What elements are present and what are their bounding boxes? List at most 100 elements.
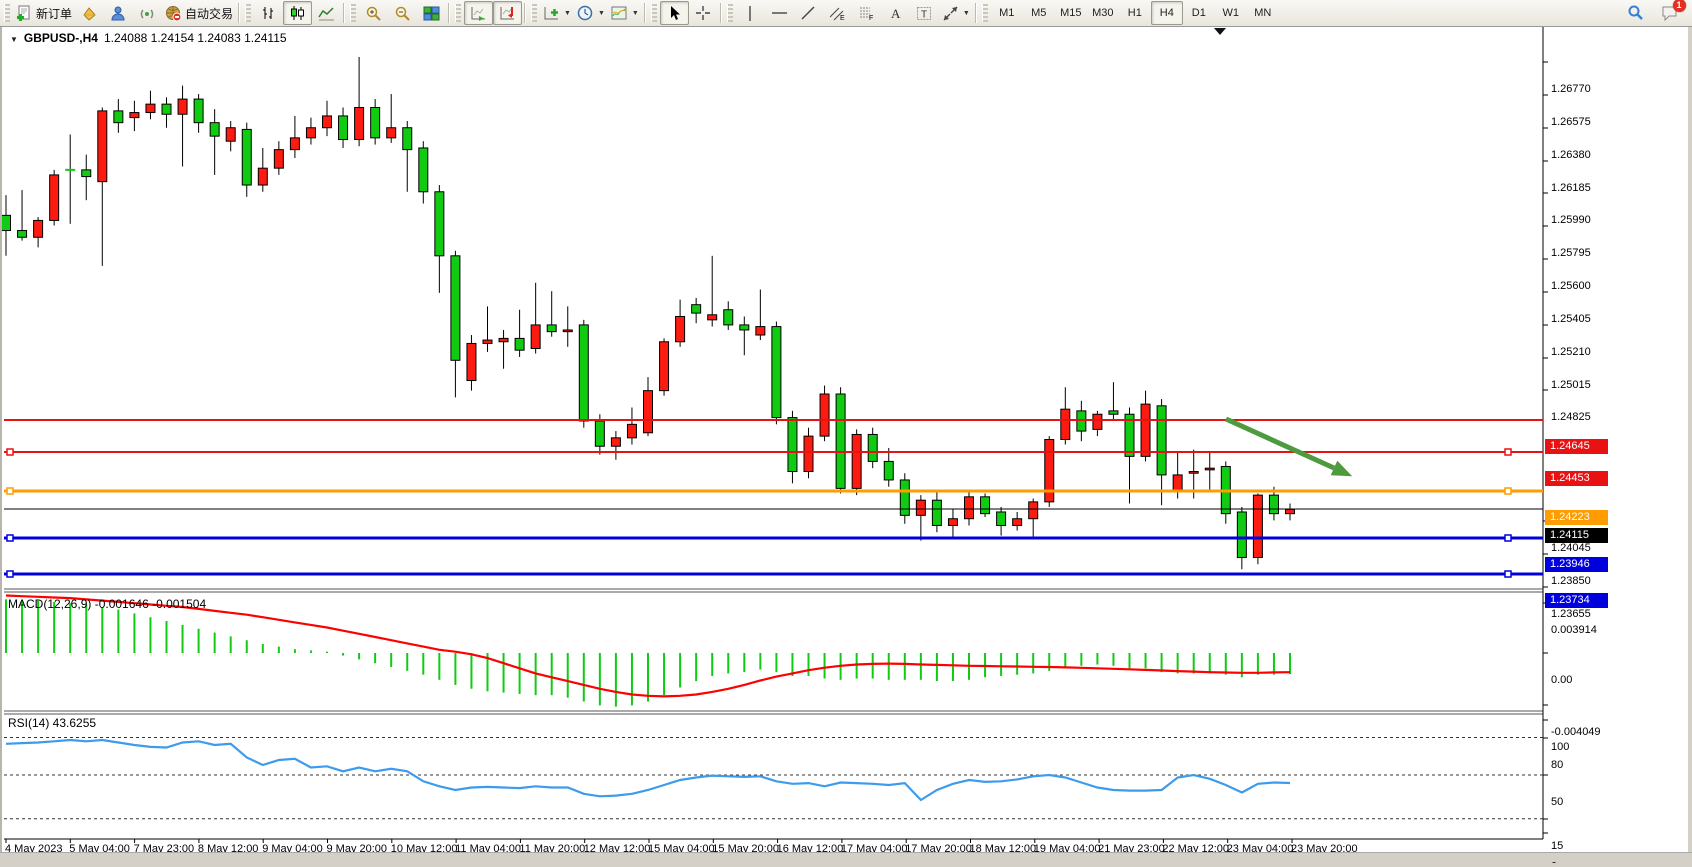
tf-h1[interactable]: H1: [1127, 7, 1142, 19]
indicators-button[interactable]: ▼: [540, 1, 574, 25]
cursor-button[interactable]: [659, 1, 689, 25]
zoom-out-icon: [394, 5, 411, 22]
window-bottom-edge: [0, 852, 1692, 862]
toolbar-right: 1: [1620, 0, 1692, 25]
fibo-icon: F: [858, 5, 875, 22]
horizontal-line-button[interactable]: [765, 1, 794, 25]
periods-button[interactable]: ▼: [574, 1, 608, 25]
zoom-in-button[interactable]: [359, 1, 388, 25]
text-button[interactable]: A: [881, 1, 910, 25]
price-line-badge: 1.23734: [1545, 593, 1608, 608]
crosshair-icon: [695, 5, 712, 22]
price-line-badge: 1.24223: [1545, 510, 1608, 525]
hline-icon: [771, 5, 788, 22]
market-watch-button[interactable]: [75, 1, 104, 25]
symbol-label: GBPUSD-,H4: [23, 31, 98, 45]
bar-chart-button[interactable]: [254, 1, 283, 25]
macd-panel: [5, 594, 1291, 707]
vline-icon: [742, 5, 759, 22]
price-tick-1.25600: 1.25600: [1551, 280, 1591, 292]
text-label-button[interactable]: T: [910, 1, 939, 25]
trendline-button[interactable]: [794, 1, 823, 25]
hline-1.24453[interactable]: [4, 448, 1543, 456]
candles: [2, 56, 1295, 570]
tf-m1[interactable]: M1: [999, 7, 1015, 19]
toolbar-separator: [448, 3, 450, 23]
price-tick-1.23655: 1.23655: [1551, 608, 1591, 620]
chat-button[interactable]: 1: [1655, 0, 1686, 25]
search-button[interactable]: [1620, 1, 1649, 25]
zoom-in-icon: [365, 5, 382, 22]
price-tick-1.25015: 1.25015: [1551, 379, 1591, 391]
tf-h4[interactable]: H4: [1150, 1, 1183, 25]
chevron-down-icon: ▼: [564, 9, 571, 17]
channel-icon: E: [829, 5, 846, 22]
svg-text:A: A: [891, 6, 901, 21]
tf-m5[interactable]: M5: [1031, 7, 1047, 19]
price-tick-1.25795: 1.25795: [1551, 247, 1591, 259]
toolbar-separator: [719, 3, 721, 23]
autotrade-icon: [165, 5, 182, 22]
tline-icon: [800, 5, 817, 22]
clock-icon: [577, 5, 594, 22]
tf-m30[interactable]: M30: [1092, 7, 1114, 19]
toolbar-grip: [531, 4, 538, 22]
shift-icon: [499, 5, 516, 22]
chevron-down-icon: ▼: [597, 9, 605, 17]
signals-button[interactable]: [133, 1, 162, 25]
line-handle: [6, 534, 14, 542]
toolbar-separator: [524, 3, 526, 23]
hline-1.23946[interactable]: [4, 534, 1543, 542]
rsi-tick-80: 80: [1551, 759, 1564, 771]
symbol-dropdown-icon[interactable]: [10, 31, 18, 45]
gold-icon: [81, 5, 98, 22]
line-handle: [1504, 570, 1512, 578]
trend-arrow[interactable]: [1224, 416, 1353, 477]
price-tick-1.24045: 1.24045: [1551, 542, 1591, 554]
bars-icon: [260, 5, 277, 22]
svg-text:T: T: [921, 9, 927, 20]
crosshair-button[interactable]: [689, 1, 718, 25]
labelT-icon: T: [916, 5, 933, 22]
hline-1.23734[interactable]: [4, 570, 1543, 578]
chevron-down-icon: ▼: [631, 9, 639, 17]
cursor-icon: [666, 5, 683, 22]
rsi-tick-15: 15: [1551, 840, 1564, 852]
rsi-tick-100: 100: [1551, 741, 1570, 753]
main-toolbar: 新订单 自动交易 ▼ ▼ ▼ E F A T ▼ M1 M5 M15 M30 H1 H4 D1 W1 MN 1: [0, 0, 1692, 27]
tile-windows-button[interactable]: [417, 1, 446, 25]
shapes-button[interactable]: ▼: [939, 1, 973, 25]
tf-m15[interactable]: M15: [1060, 7, 1082, 19]
vertical-line-button[interactable]: [736, 1, 765, 25]
tf-mn[interactable]: MN: [1254, 7, 1272, 19]
toolbar-grip: [981, 4, 988, 22]
line-chart-button[interactable]: [312, 1, 341, 25]
search-icon: [1626, 4, 1644, 22]
price-line-badge: 1.23946: [1545, 557, 1608, 572]
price-tick-1.26770: 1.26770: [1551, 83, 1591, 95]
equidistant-channel-button[interactable]: E: [823, 1, 852, 25]
autoscroll-icon: [470, 5, 487, 22]
toolbar-grip: [350, 4, 357, 22]
new-order-button[interactable]: 新订单: [13, 1, 75, 25]
rsi-panel: [4, 737, 1543, 820]
templates-button[interactable]: ▼: [608, 1, 642, 25]
community-button[interactable]: [104, 1, 133, 25]
price-line-badge: 1.24453: [1545, 471, 1608, 486]
chat-icon: 1: [1661, 0, 1686, 22]
auto-scroll-button[interactable]: [464, 1, 494, 25]
toolbar-grip: [455, 4, 462, 22]
autotrading-button[interactable]: 自动交易: [162, 1, 236, 25]
new-order-icon: [16, 5, 33, 22]
chart-shift-button[interactable]: [493, 1, 523, 25]
candlestick-button[interactable]: [283, 1, 313, 25]
tf-d1[interactable]: D1: [1191, 7, 1206, 19]
hline-1.24223[interactable]: [4, 487, 1543, 495]
macd-indicator-label: MACD(12,26,9) -0.001646 -0.001504: [8, 597, 207, 611]
line-handle: [6, 448, 14, 456]
zoom-out-button[interactable]: [388, 1, 417, 25]
chart-shift-marker[interactable]: [1214, 28, 1226, 35]
tf-w1[interactable]: W1: [1222, 7, 1240, 19]
fibonacci-button[interactable]: F: [852, 1, 881, 25]
